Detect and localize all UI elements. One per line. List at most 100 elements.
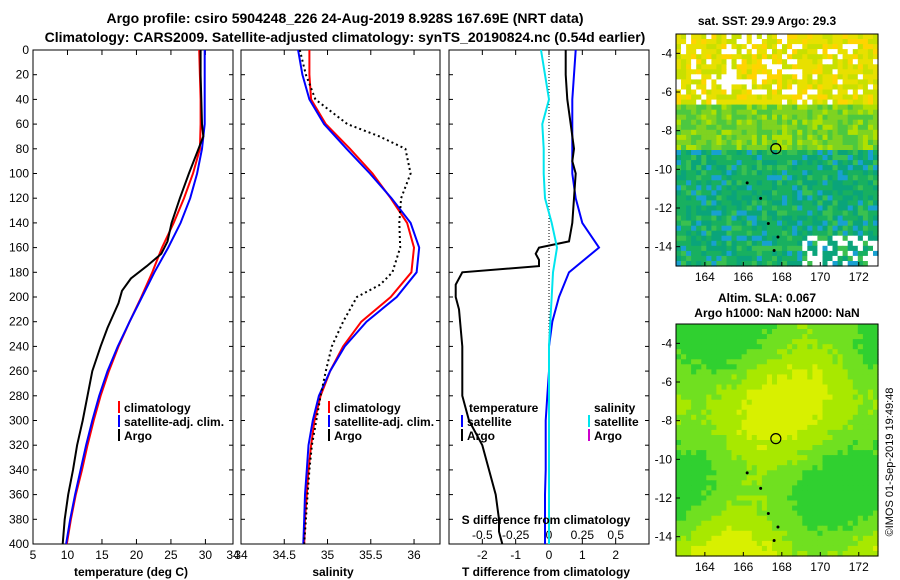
map-cell [807,54,813,60]
map-cell [862,470,869,476]
map-cell [726,329,733,335]
map-cell [691,139,697,146]
map-cell [691,119,697,126]
map-cell [837,139,844,146]
map-cell [847,99,854,106]
map-cell [867,344,874,350]
map-cell [827,435,834,441]
map-cell [782,329,788,335]
map-cell [812,89,818,96]
y-tick-label: 340 [9,463,29,477]
map-cell [852,394,859,401]
map-cell [676,399,682,406]
map-cell [701,485,707,491]
map-cell [701,369,707,375]
map-cell [746,359,753,365]
map-cell [807,480,813,486]
map-cell [736,180,743,186]
map-cell [852,470,859,476]
map-cell [686,404,692,411]
map-cell [873,59,879,65]
map-cell [817,155,823,161]
map-cell [842,324,849,330]
map-cell [787,525,793,532]
map-cell [696,354,702,360]
map-cell [676,74,682,80]
map-cell [756,424,763,431]
map-cell [787,74,793,80]
map-cell [761,324,768,330]
map-cell [852,535,859,542]
map-y-tick-label: -12 [655,201,673,215]
map-cell [726,470,733,476]
map-cell [817,145,823,151]
map-cell [726,445,733,451]
map-cell [802,114,808,121]
map-cell [731,374,738,380]
figure-title-line2: Climatology: CARS2009. Satellite-adjuste… [45,29,646,45]
map-cell [822,215,829,222]
map-cell [686,500,692,507]
map-cell [746,145,753,151]
map-cell [691,200,697,206]
map-cell [772,545,778,552]
map-cell [766,530,773,537]
map-cell [746,324,753,330]
map-cell [696,520,702,527]
map-cell [857,485,864,491]
map-cell [857,379,864,386]
map-cell [873,515,879,522]
map-cell [756,180,763,186]
map-cell [782,99,788,106]
map-cell [822,109,829,116]
map-cell [792,551,798,557]
map-cell [837,235,844,242]
map-cell [711,245,717,252]
map-cell [766,64,773,70]
map-cell [681,124,687,131]
map-cell [812,160,818,166]
map-cell [832,39,839,45]
map-cell [746,225,753,232]
map-cell [832,354,839,360]
map-cell [867,69,874,75]
map-cell [711,530,717,537]
map-cell [802,409,808,416]
s-tick-label: 0.5 [607,528,624,542]
map-cell [766,389,773,396]
map-cell [701,440,707,446]
map-cell [817,109,823,116]
map-cell [716,399,722,406]
map-cell [696,384,702,391]
map-cell [807,334,813,340]
map-cell [792,354,798,360]
map-cell [787,114,793,121]
map-cell [842,440,849,446]
map-cell [751,379,758,386]
map-cell [852,39,859,45]
map-cell [837,540,844,547]
map-cell [837,455,844,461]
map-cell [787,424,793,431]
map-cell [736,515,743,522]
map-cell [701,84,707,90]
map-cell [802,94,808,101]
map-cell [792,480,798,486]
map-cell [812,220,818,227]
map-cell [873,525,879,532]
map-cell [862,359,869,365]
map-cell [807,240,813,247]
map-cell [777,510,783,517]
map-cell [832,450,839,456]
map-cell [701,134,707,141]
map-cell [741,384,748,391]
map-cell [817,384,823,391]
map-cell [827,49,834,55]
map-cell [777,465,783,471]
map-cell [716,480,722,486]
map-cell [827,460,834,466]
map-cell [746,530,753,537]
map-cell [782,245,788,252]
map-cell [817,124,823,131]
map-cell [681,255,687,262]
